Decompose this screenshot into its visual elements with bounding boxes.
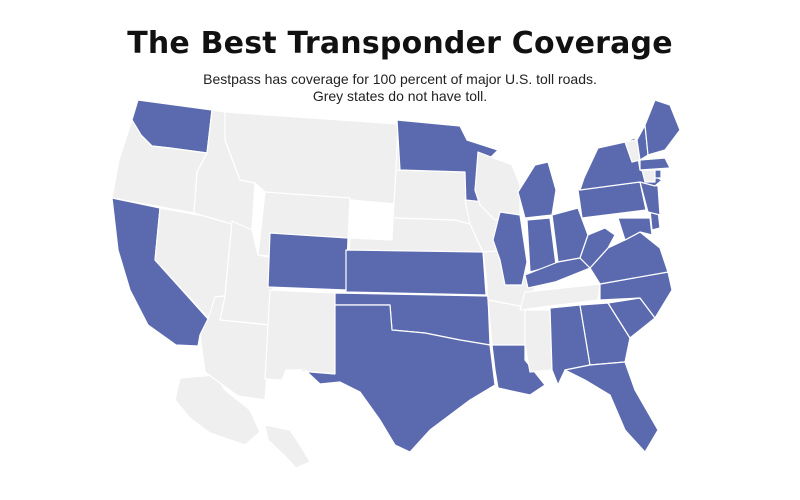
- state-wv: [579, 227, 616, 269]
- state-me: [644, 99, 681, 156]
- state-ct: [641, 169, 656, 183]
- subtitle-line-1: Bestpass has coverage for 100 percent of…: [203, 71, 597, 87]
- state-ms: [524, 309, 553, 373]
- subtitle-line-2: Grey states do not have toll.: [312, 88, 488, 104]
- state-hi: [264, 424, 311, 469]
- state-ma: [639, 157, 671, 171]
- state-nm: [264, 289, 336, 381]
- state-tx: [285, 304, 496, 453]
- state-az: [199, 295, 271, 401]
- state-mi: [517, 161, 557, 219]
- state-co: [267, 232, 349, 291]
- state-ri: [654, 169, 662, 179]
- state-il: [492, 211, 528, 286]
- state-md: [617, 217, 653, 241]
- state-fl: [564, 361, 659, 453]
- state-ks: [345, 249, 487, 296]
- state-va: [589, 231, 669, 285]
- state-tn: [519, 283, 601, 311]
- page-title: The Best Transponder Coverage: [127, 26, 673, 61]
- state-sd: [392, 169, 471, 225]
